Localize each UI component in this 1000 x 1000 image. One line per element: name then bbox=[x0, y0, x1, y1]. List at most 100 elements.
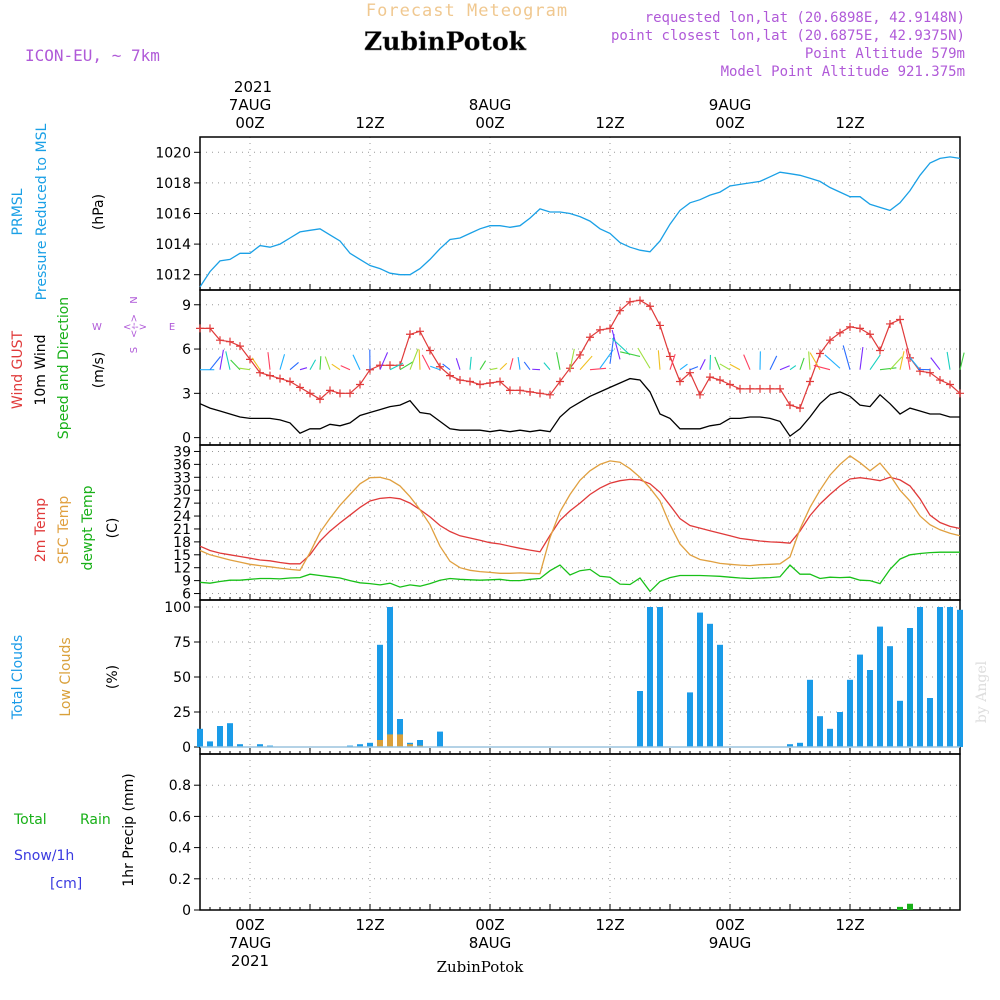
rain-bar bbox=[907, 903, 913, 910]
wind-arrow bbox=[679, 363, 688, 371]
wind-arrow bbox=[442, 363, 451, 371]
gust-point bbox=[306, 389, 314, 398]
wind-arrow bbox=[389, 362, 404, 371]
wind-arrow bbox=[418, 349, 421, 370]
gust-point bbox=[716, 376, 724, 385]
wind-arrow bbox=[225, 351, 231, 370]
total-cloud-bar bbox=[697, 612, 703, 747]
temperature-ytick-label: 27 bbox=[173, 496, 191, 512]
wind-arrow bbox=[289, 362, 299, 371]
gust-point bbox=[386, 361, 394, 370]
wind-arrow bbox=[808, 351, 811, 370]
temperature-ytick-label: 18 bbox=[173, 535, 191, 551]
wind-arrow bbox=[479, 360, 487, 371]
cloud-unit: (%) bbox=[105, 665, 121, 689]
requested-coords: requested lon,lat (20.6898E, 42.9148N) bbox=[645, 10, 965, 26]
gust-point bbox=[286, 377, 294, 386]
gust-point bbox=[506, 386, 514, 395]
gust-point bbox=[626, 297, 634, 306]
wind-ytick-label: 3 bbox=[182, 386, 191, 402]
temp-unit: (C) bbox=[105, 518, 121, 539]
compass-arrow-v: <--> bbox=[129, 314, 140, 338]
wind-arrow bbox=[499, 362, 508, 371]
wind-arrow bbox=[899, 351, 905, 370]
gust-point bbox=[576, 350, 584, 359]
top-day-label: 8AUG bbox=[469, 96, 511, 114]
bottom-hour-label: 00Z bbox=[475, 916, 504, 934]
low-clouds-label: Low Clouds bbox=[58, 637, 74, 716]
rain-label: Rain bbox=[80, 812, 111, 828]
compass-west: W bbox=[92, 322, 102, 333]
compass-rose: N W E S <--> <--> bbox=[92, 296, 175, 353]
wind-arrow bbox=[230, 359, 241, 371]
wind-arrow bbox=[637, 347, 651, 369]
gust-point bbox=[896, 315, 904, 324]
total-cloud-bar bbox=[367, 742, 373, 747]
wind-arrow bbox=[869, 354, 881, 371]
pressure-ytick-label: 1018 bbox=[155, 176, 191, 192]
clouds-ytick-label: 0 bbox=[182, 740, 191, 756]
bottom-day-label: 7AUG bbox=[229, 934, 271, 952]
gust-point bbox=[796, 404, 804, 413]
temperature-ytick-label: 30 bbox=[173, 483, 191, 499]
gust-point bbox=[456, 376, 464, 385]
compass-arrow-h: <--> bbox=[123, 322, 147, 333]
clouds-ytick-label: 75 bbox=[173, 635, 191, 651]
total-cloud-bar bbox=[867, 670, 873, 747]
total-label: Total bbox=[13, 812, 47, 828]
total-cloud-bar bbox=[827, 728, 833, 747]
wind-arrow bbox=[469, 356, 472, 370]
temperature-ytick-label: 33 bbox=[173, 470, 191, 486]
temperature-ytick-label: 36 bbox=[173, 457, 191, 473]
wind-arrow bbox=[209, 356, 221, 371]
gust-point bbox=[736, 384, 744, 393]
precipitation-ytick-label: 0.4 bbox=[169, 841, 191, 857]
precip-labels: Total Rain Snow/1h [cm] 1hr Precip (mm) bbox=[13, 773, 137, 892]
total-cloud-bar bbox=[947, 607, 953, 747]
total-cloud-bar bbox=[887, 646, 893, 747]
wind-dir-label: Speed and Direction bbox=[56, 297, 72, 439]
total-cloud-bar bbox=[647, 607, 653, 747]
wind-arrow bbox=[569, 348, 575, 370]
temperature-ytick-label: 6 bbox=[182, 587, 191, 603]
total-cloud-bar bbox=[387, 607, 393, 747]
compass-north: N bbox=[129, 296, 140, 303]
wind-arrow bbox=[421, 354, 431, 370]
wind-arrow bbox=[340, 365, 351, 371]
gust-point bbox=[586, 333, 594, 342]
gust-point bbox=[356, 380, 364, 389]
gust-point bbox=[746, 384, 754, 393]
total-cloud-bar bbox=[217, 726, 223, 747]
footer-location: ZubinPotok bbox=[437, 958, 525, 976]
total-cloud-bar bbox=[197, 728, 203, 747]
dewpt-label: dewpt Temp bbox=[80, 485, 96, 570]
wind-arrow bbox=[789, 365, 797, 371]
gust-point bbox=[376, 361, 384, 370]
gust-point bbox=[616, 306, 624, 315]
top-hour-label: 12Z bbox=[595, 114, 624, 132]
model-altitude: Model Point Altitude 921.375m bbox=[721, 64, 965, 80]
total-cloud-bar bbox=[787, 744, 793, 747]
gust-point bbox=[296, 383, 304, 392]
compass-east: E bbox=[169, 322, 175, 333]
gust-point bbox=[836, 328, 844, 337]
gust-point bbox=[846, 322, 854, 331]
wind-arrow bbox=[611, 329, 621, 360]
gust-point bbox=[766, 384, 774, 393]
wind-unit: (m/s) bbox=[91, 352, 107, 389]
wind-arrow bbox=[719, 363, 731, 371]
bottom-day-label: 8AUG bbox=[469, 934, 511, 952]
gust-point bbox=[806, 377, 814, 386]
precipitation-ytick-label: 0 bbox=[182, 903, 191, 919]
wind-arrow bbox=[669, 353, 676, 370]
wind-arrow bbox=[813, 364, 831, 371]
gust-point bbox=[926, 368, 934, 377]
gust-point bbox=[606, 324, 614, 333]
wind-labels: Wind GUST 10m Wind Speed and Direction (… bbox=[10, 297, 107, 439]
wind-arrow bbox=[905, 348, 911, 370]
gust-point bbox=[336, 389, 344, 398]
pressure-ytick-label: 1020 bbox=[155, 145, 191, 161]
gust-point bbox=[556, 377, 564, 386]
bottom-day-label: 9AUG bbox=[709, 934, 751, 952]
